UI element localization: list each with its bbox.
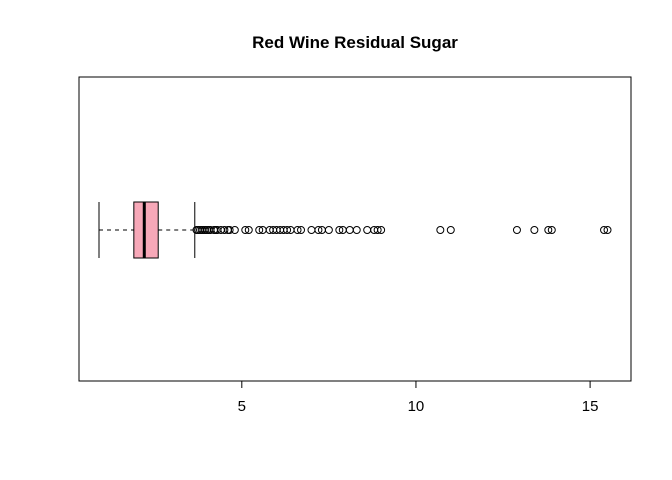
outlier-point [436,226,445,234]
outlier-point [363,226,372,234]
outlier-point [377,226,386,234]
outlier-point [293,226,302,234]
chart-marks [98,201,612,259]
chart-title: Red Wine Residual Sugar [252,33,458,52]
outlier-point [603,226,612,234]
outlier-point [244,226,253,234]
outlier-point [225,226,234,234]
outlier-point [446,226,455,234]
x-axis: 5 10 15 [238,380,599,415]
outlier-point [283,226,292,234]
outlier-point [241,226,250,234]
outlier-point [220,226,229,234]
outlier-point [297,226,306,234]
outlier-point [335,226,344,234]
x-tick-label: 15 [582,398,599,415]
outlier-point [530,226,539,234]
outlier-point [373,226,382,234]
outlier-point [314,226,323,234]
outlier-point [307,226,316,234]
outlier-point [600,226,609,234]
outlier-point [255,226,264,234]
outlier-point [324,226,333,234]
outlier-point [345,226,354,234]
outlier-point [544,226,553,234]
iqr-box [133,201,159,259]
outlier-point [547,226,556,234]
outlier-point [230,226,239,234]
x-tick-label: 10 [408,398,425,415]
outlier-point [352,226,361,234]
outlier-point [512,226,521,234]
x-tick-label: 5 [238,398,246,415]
